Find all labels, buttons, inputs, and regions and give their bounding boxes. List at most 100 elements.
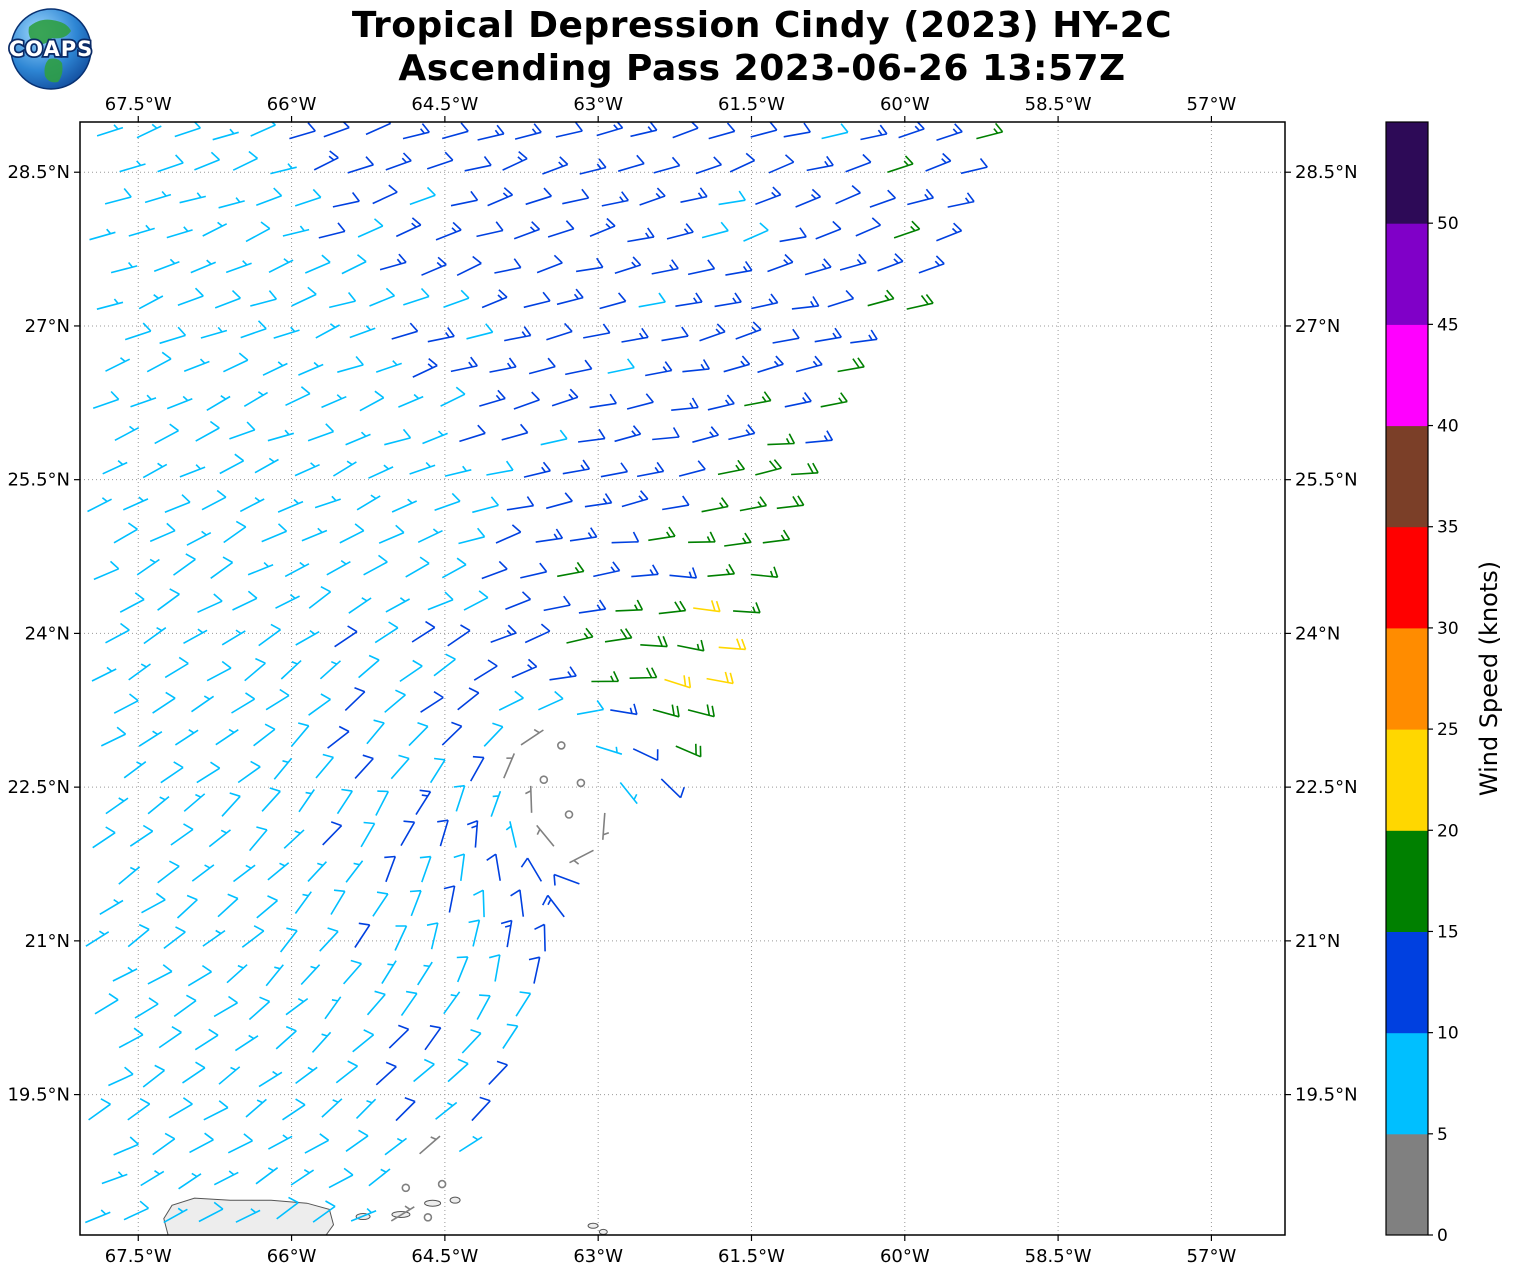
wind-barb bbox=[776, 495, 805, 510]
wind-barb bbox=[332, 192, 360, 208]
wind-barb bbox=[855, 217, 882, 237]
wind-barb bbox=[513, 391, 540, 410]
wind-barb bbox=[557, 561, 585, 578]
wind-barb bbox=[577, 428, 606, 443]
wind-barb bbox=[267, 429, 295, 442]
wind-barb bbox=[417, 528, 443, 544]
lon-tick-label-top: 58.5°W bbox=[1025, 94, 1092, 115]
wind-barb bbox=[604, 628, 633, 643]
wind-barb bbox=[576, 700, 605, 716]
wind-barb bbox=[168, 1097, 193, 1119]
wind-barb bbox=[489, 357, 517, 373]
wind-barb bbox=[308, 693, 331, 716]
wind-barb bbox=[426, 151, 454, 170]
colorbar-tick-label: 10 bbox=[1437, 1024, 1459, 1044]
wind-barb bbox=[645, 361, 673, 377]
wind-barb bbox=[735, 321, 762, 340]
wind-barb bbox=[254, 457, 279, 474]
wind-barb bbox=[318, 222, 346, 239]
wind-barb bbox=[122, 496, 149, 511]
wind-barb bbox=[275, 593, 300, 609]
wind-barb bbox=[88, 1098, 111, 1121]
wind-barb bbox=[486, 460, 514, 476]
wind-barb bbox=[163, 1207, 188, 1224]
grid-lines bbox=[80, 122, 1285, 1235]
wind-barb bbox=[118, 1027, 144, 1049]
wind-barb bbox=[820, 392, 848, 408]
wind-barb bbox=[366, 719, 385, 745]
wind-barb bbox=[523, 291, 551, 309]
wind-barb bbox=[229, 421, 256, 440]
wind-barb bbox=[140, 1170, 165, 1187]
wind-barb bbox=[378, 524, 405, 544]
wind-barb bbox=[101, 1171, 128, 1185]
colorbar-segment bbox=[1386, 627, 1428, 730]
wind-barb bbox=[976, 122, 1004, 140]
wind-barb bbox=[424, 1025, 442, 1051]
wind-barb bbox=[319, 660, 342, 680]
wind-barb bbox=[280, 660, 302, 680]
wind-barb bbox=[289, 122, 316, 140]
wind-barb bbox=[166, 226, 193, 239]
wind-barb bbox=[443, 991, 461, 1015]
wind-barb bbox=[240, 320, 267, 339]
wind-barb bbox=[350, 1208, 377, 1222]
wind-barb bbox=[388, 1024, 410, 1049]
wind-barb bbox=[524, 623, 551, 644]
wind-barb bbox=[237, 760, 261, 784]
wind-barb bbox=[783, 122, 811, 138]
wind-barb bbox=[850, 329, 878, 344]
wind-barb bbox=[182, 1061, 206, 1084]
wind-barb bbox=[104, 187, 132, 205]
wind-barb bbox=[589, 217, 616, 237]
wind-barb bbox=[127, 923, 150, 948]
wind-barb bbox=[639, 187, 666, 206]
wind-barb bbox=[435, 1101, 458, 1120]
wind-barb bbox=[936, 222, 963, 242]
lon-tick-label-top: 57°W bbox=[1187, 94, 1237, 115]
wind-barb bbox=[355, 1098, 377, 1119]
wind-barb bbox=[498, 690, 524, 711]
colorbar-tick-label: 40 bbox=[1437, 417, 1459, 437]
wind-barb bbox=[119, 160, 146, 173]
lat-tick-label-right: 27°N bbox=[1295, 316, 1340, 337]
colorbar-segment bbox=[1386, 526, 1428, 629]
wind-barb bbox=[358, 654, 380, 679]
wind-barb bbox=[762, 529, 791, 544]
wind-barb bbox=[723, 355, 751, 373]
wind-barb bbox=[513, 221, 541, 240]
wind-barb bbox=[307, 423, 335, 442]
wind-barb bbox=[669, 567, 698, 579]
lon-tick-label-bottom: 60°W bbox=[880, 1246, 930, 1264]
wind-barb bbox=[502, 1023, 519, 1049]
wind-barb bbox=[470, 755, 485, 782]
wind-barb bbox=[124, 322, 152, 341]
wind-barb bbox=[743, 222, 769, 242]
wind-barb bbox=[682, 359, 710, 373]
wind-barb bbox=[226, 964, 248, 984]
wind-barb bbox=[248, 826, 268, 852]
wind-barb bbox=[687, 259, 716, 276]
wind-barb bbox=[540, 429, 568, 446]
wind-barb bbox=[562, 188, 590, 205]
wind-barbs bbox=[84, 122, 1004, 1224]
wind-barb bbox=[907, 188, 935, 206]
wind-barb bbox=[227, 1133, 254, 1154]
wind-barb bbox=[221, 792, 241, 817]
wind-barb bbox=[443, 289, 470, 308]
lon-tick-label-top: 64.5°W bbox=[411, 94, 478, 115]
wind-barb bbox=[147, 795, 170, 815]
wind-barb bbox=[384, 855, 397, 883]
wind-barb bbox=[806, 155, 834, 172]
wind-barb bbox=[284, 561, 310, 578]
colorbar-segment bbox=[1386, 425, 1428, 528]
wind-barb bbox=[359, 390, 385, 412]
wind-barb bbox=[384, 428, 412, 446]
wind-barb bbox=[244, 657, 266, 682]
wind-barb bbox=[134, 997, 159, 1019]
wind-barb bbox=[357, 218, 384, 238]
wind-barb bbox=[223, 520, 247, 544]
wind-barb bbox=[569, 527, 598, 542]
colorbar-segment bbox=[1386, 830, 1428, 932]
wind-barb bbox=[494, 258, 522, 274]
